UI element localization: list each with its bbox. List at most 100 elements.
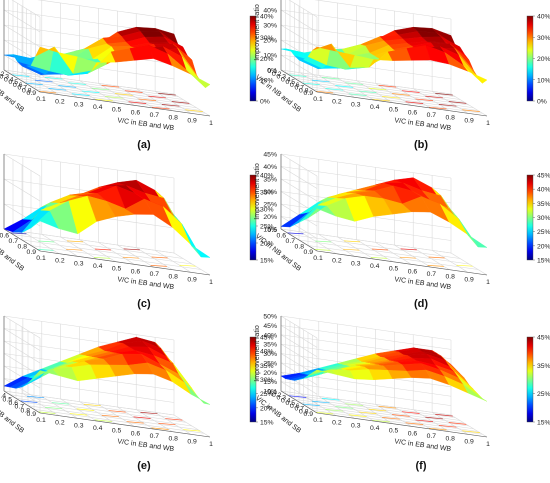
floor-contour-mark [71, 93, 90, 96]
x-axis-line [39, 250, 211, 276]
floor-contour-mark [151, 106, 170, 110]
floor-contour-mark [345, 403, 363, 406]
colorbar-tick-label: 25% [537, 229, 550, 236]
floor-contour-mark [37, 249, 54, 251]
y-tick-label: 0.7 [295, 406, 305, 413]
x-tick-label: 0.5 [112, 107, 122, 114]
floor-contour-mark [38, 411, 56, 414]
floor-contour-mark [148, 95, 166, 99]
floor-contour-mark [348, 93, 367, 96]
x-tick-label: 0.7 [150, 433, 160, 440]
floor-grid-line [8, 72, 179, 98]
x-axis-title: V/C in EB and WB [394, 438, 452, 453]
floor-contour-mark [101, 84, 120, 88]
x-tick-label: 0.7 [427, 433, 437, 440]
y-tick-label: 0.6 [13, 82, 23, 89]
floor-contour-mark [287, 232, 304, 235]
x-tick-label: 0.5 [389, 428, 399, 435]
wall-grid-line [11, 0, 175, 20]
colorbar-tick-label: 15% [537, 420, 550, 427]
panel-label: (a) [137, 139, 151, 151]
colorbar-tick-label: 35% [537, 201, 550, 208]
colorbar [526, 15, 534, 102]
floor-contour-mark [345, 82, 363, 85]
floor-grid-line [21, 239, 193, 265]
floor-contour-mark [66, 240, 84, 243]
colorbar-tick-label: 30% [260, 377, 274, 384]
z-tick-label: 20% [263, 370, 277, 377]
z-tick-label: 45% [263, 152, 277, 159]
z-axis-title: Improvement ratio [254, 4, 261, 61]
colorbar-tick-label: 40% [260, 14, 274, 21]
x-tick-label: 0.3 [74, 260, 84, 267]
z-tick-label: 15% [263, 227, 277, 234]
floor-grid-line [289, 75, 461, 100]
y-axis-line [280, 228, 318, 252]
colorbar-tick-label: 10% [537, 77, 550, 84]
floor-grid-line [21, 80, 193, 106]
y-tick-label: 0.8 [22, 87, 32, 94]
floor-contour-mark [185, 109, 203, 112]
x-tick-label: 0.9 [464, 276, 474, 283]
x-tick-label: 0.7 [150, 112, 160, 119]
floor-contour-mark [58, 85, 77, 88]
floor-contour-mark [161, 103, 180, 107]
floor-grid-line [307, 407, 479, 432]
z-tick-label: 30% [263, 351, 277, 358]
x-tick-label: 0.9 [187, 117, 197, 124]
x-tick-label: 0.9 [187, 438, 197, 445]
x-tick-label: 0.4 [93, 425, 103, 432]
floor-contour-mark [179, 264, 196, 267]
floor-contour-mark [348, 414, 367, 417]
x-tick-label: 1 [209, 441, 213, 448]
floor-contour-mark [138, 98, 157, 102]
colorbar-tick-label: 45% [537, 335, 550, 342]
floor-contour-mark [124, 90, 143, 93]
y-tick-label: 0.5 [268, 227, 278, 234]
floor-contour-mark [315, 411, 334, 415]
floor-contour-mark [126, 421, 144, 424]
floor-contour-mark [462, 430, 480, 433]
floor-grid-line [280, 69, 452, 95]
y-tick-label: 0.9 [27, 90, 37, 97]
colorbar-tick-label: 20% [537, 243, 550, 250]
y-tick-label: 0.6 [0, 233, 9, 240]
colorbar-tick-label: 30% [537, 35, 550, 42]
floor-grid-line [21, 401, 193, 427]
floor-grid-line [15, 398, 187, 423]
floor-contour-mark [183, 429, 201, 432]
x-tick-label: 0.6 [408, 109, 418, 116]
floor-contour-mark [392, 93, 410, 96]
floor-contour-mark [321, 397, 340, 401]
x-tick-label: 0.8 [445, 274, 455, 281]
x-tick-label: 0.2 [55, 258, 65, 265]
y-axis-line [3, 228, 41, 252]
floor-contour-mark [425, 416, 443, 420]
colorbar-tick-label: 20% [260, 405, 274, 412]
floor-contour-mark [368, 408, 387, 412]
floor-grid-line [280, 390, 452, 416]
wall-grid-line [3, 153, 175, 179]
x-axis-title: V/C in EB and WB [117, 438, 175, 453]
x-tick-label: 0.6 [131, 109, 141, 116]
floor-contour-mark [105, 95, 123, 99]
y-axis-line [3, 69, 41, 93]
surface-patch [458, 219, 488, 248]
floor-contour-mark [405, 422, 424, 425]
x-tick-label: 0.7 [427, 271, 437, 278]
x-tick-label: 0.4 [370, 104, 380, 111]
panel-f: 0.1 0.2 0.3 0.4 0.5 0.6 0.7 0.8 0.9 10.10.20.30.4… [254, 314, 550, 473]
x-tick-label: 0.5 [389, 266, 399, 273]
wall-grid-line [280, 381, 452, 406]
floor-contour-mark [415, 98, 434, 102]
z-tick-label: 40% [263, 8, 277, 15]
z-tick-label: 20% [263, 214, 277, 221]
z-axis-title: Improvement ratio [254, 325, 261, 382]
x-axis-line [316, 412, 488, 438]
y-tick-label: 0.8 [18, 244, 28, 251]
floor-contour-mark [140, 411, 158, 415]
floor-contour-mark [123, 248, 140, 251]
x-tick-label: 1 [486, 279, 490, 286]
floor-grid-line [3, 390, 175, 416]
floor-contour-mark [415, 419, 434, 423]
